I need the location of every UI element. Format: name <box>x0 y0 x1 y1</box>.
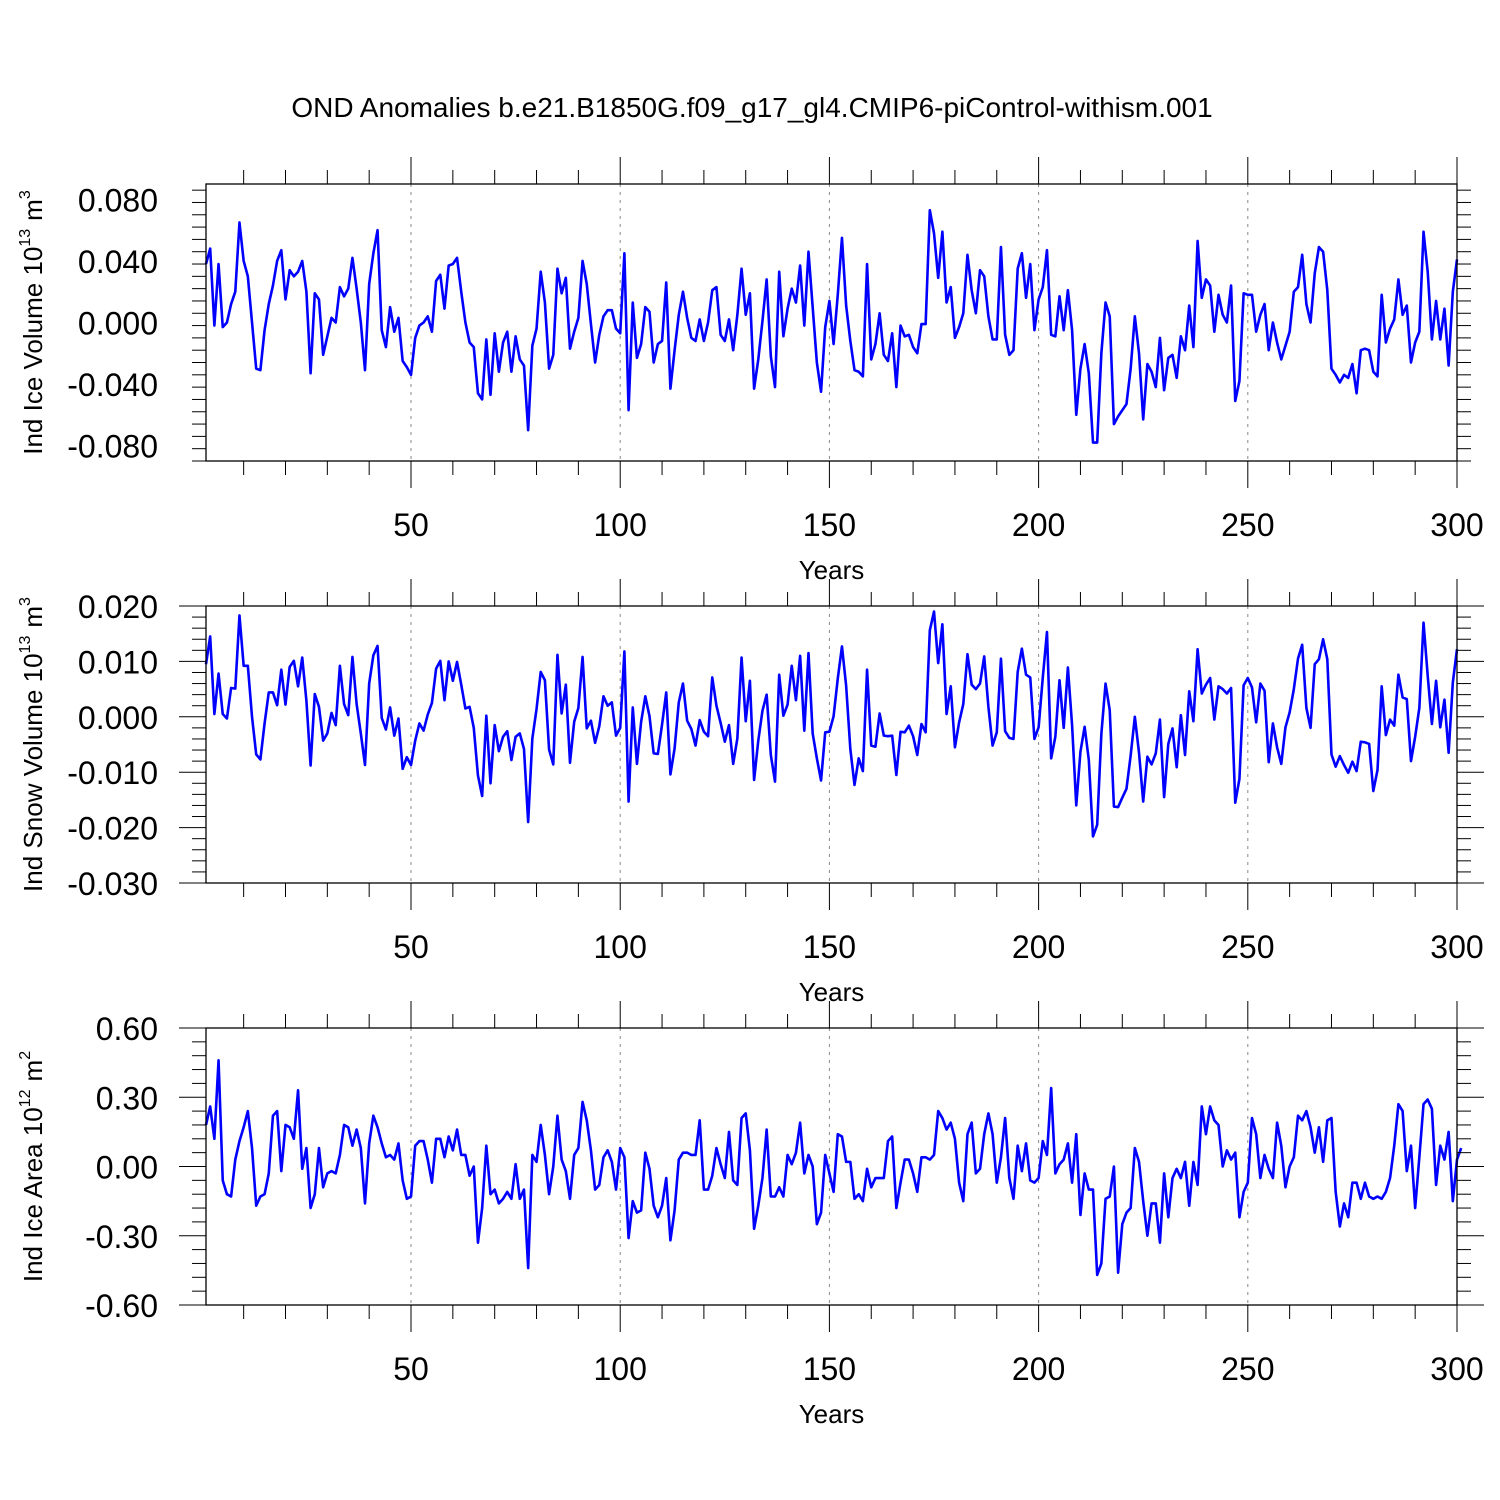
x-tick-label: 200 <box>1012 929 1065 965</box>
series-line <box>204 208 1459 444</box>
y-tick-label: -0.040 <box>67 367 158 403</box>
y-tick-label: -0.010 <box>67 755 158 791</box>
figure-title: OND Anomalies b.e21.B1850G.f09_g17_gl4.C… <box>291 92 1213 123</box>
x-tick-label: 150 <box>803 507 856 543</box>
series-line <box>204 610 1459 838</box>
y-axis-label: Ind Ice Area 1012 m2 <box>17 1051 48 1282</box>
x-tick-label: 150 <box>803 929 856 965</box>
y-axis-label-unit-exponent: 3 <box>17 597 34 606</box>
x-tick-label: 250 <box>1221 1351 1274 1387</box>
x-tick-label: 50 <box>393 1351 429 1387</box>
y-tick-label: 0.010 <box>78 644 158 680</box>
x-tick-label: 100 <box>594 929 647 965</box>
y-tick-label: 0.30 <box>96 1080 158 1116</box>
x-tick-label: 200 <box>1012 1351 1065 1387</box>
plot-frame <box>205 183 1458 462</box>
y-tick-label: 0.020 <box>78 589 158 625</box>
y-axis-label-exponent: 12 <box>17 1089 34 1107</box>
x-tick-label: 300 <box>1430 1351 1483 1387</box>
y-axis-label-exponent: 13 <box>17 229 34 247</box>
y-tick-label: -0.080 <box>67 429 158 465</box>
plot-frame <box>205 605 1458 884</box>
y-axis-label-exponent: 13 <box>17 636 34 654</box>
panel-3: 50 100 150 200 250 300 -0.60 -0.30 0.00 0.30 0.60 Y… <box>17 1001 1484 1429</box>
y-tick-label: 0.000 <box>78 700 158 736</box>
x-axis-label: Years <box>799 977 865 1007</box>
y-axis-label-text: Ind Ice Area 10 <box>18 1107 48 1282</box>
y-tick-label: 0.040 <box>78 244 158 280</box>
x-axis-label: Years <box>799 555 865 585</box>
panel-1: 50 100 150 200 250 300 -0.080 -0.040 0.000 0.040 0… <box>17 157 1484 585</box>
x-tick-label: 250 <box>1221 507 1274 543</box>
y-tick-label: 0.60 <box>96 1011 158 1047</box>
y-axis-label-text: Ind Ice Volume 10 <box>18 247 48 455</box>
y-tick-label: -0.30 <box>85 1219 158 1255</box>
y-tick-label: -0.030 <box>67 866 158 902</box>
y-axis-label-unit: m <box>18 199 48 221</box>
y-tick-label: 0.000 <box>78 306 158 342</box>
y-axis-label: Ind Ice Volume 1013 m3 <box>17 190 48 455</box>
x-tick-label: 150 <box>803 1351 856 1387</box>
y-tick-label: 0.080 <box>78 182 158 218</box>
panel-2: 50 100 150 200 250 300 -0.030 -0.020 -0.010 0.000… <box>17 579 1484 1007</box>
x-axis-label: Years <box>799 1399 865 1429</box>
y-tick-label: -0.60 <box>85 1288 158 1324</box>
y-axis-label: Ind Snow Volume 1013 m3 <box>17 597 48 892</box>
x-tick-label: 250 <box>1221 929 1274 965</box>
x-tick-label: 50 <box>393 929 429 965</box>
y-axis-label-unit: m <box>18 606 48 628</box>
x-tick-label: 300 <box>1430 507 1483 543</box>
y-axis-label-text: Ind Snow Volume 10 <box>18 653 48 892</box>
y-tick-label: 0.00 <box>96 1150 158 1186</box>
x-tick-label: 50 <box>393 507 429 543</box>
y-axis-label-unit-exponent: 3 <box>17 190 34 199</box>
series-line <box>204 1059 1463 1277</box>
y-axis-label-unit-exponent: 2 <box>17 1051 34 1060</box>
y-tick-label: -0.020 <box>67 811 158 847</box>
x-tick-label: 100 <box>594 1351 647 1387</box>
x-tick-label: 300 <box>1430 929 1483 965</box>
x-tick-label: 200 <box>1012 507 1065 543</box>
y-axis-label-unit: m <box>18 1060 48 1082</box>
x-tick-label: 100 <box>594 507 647 543</box>
